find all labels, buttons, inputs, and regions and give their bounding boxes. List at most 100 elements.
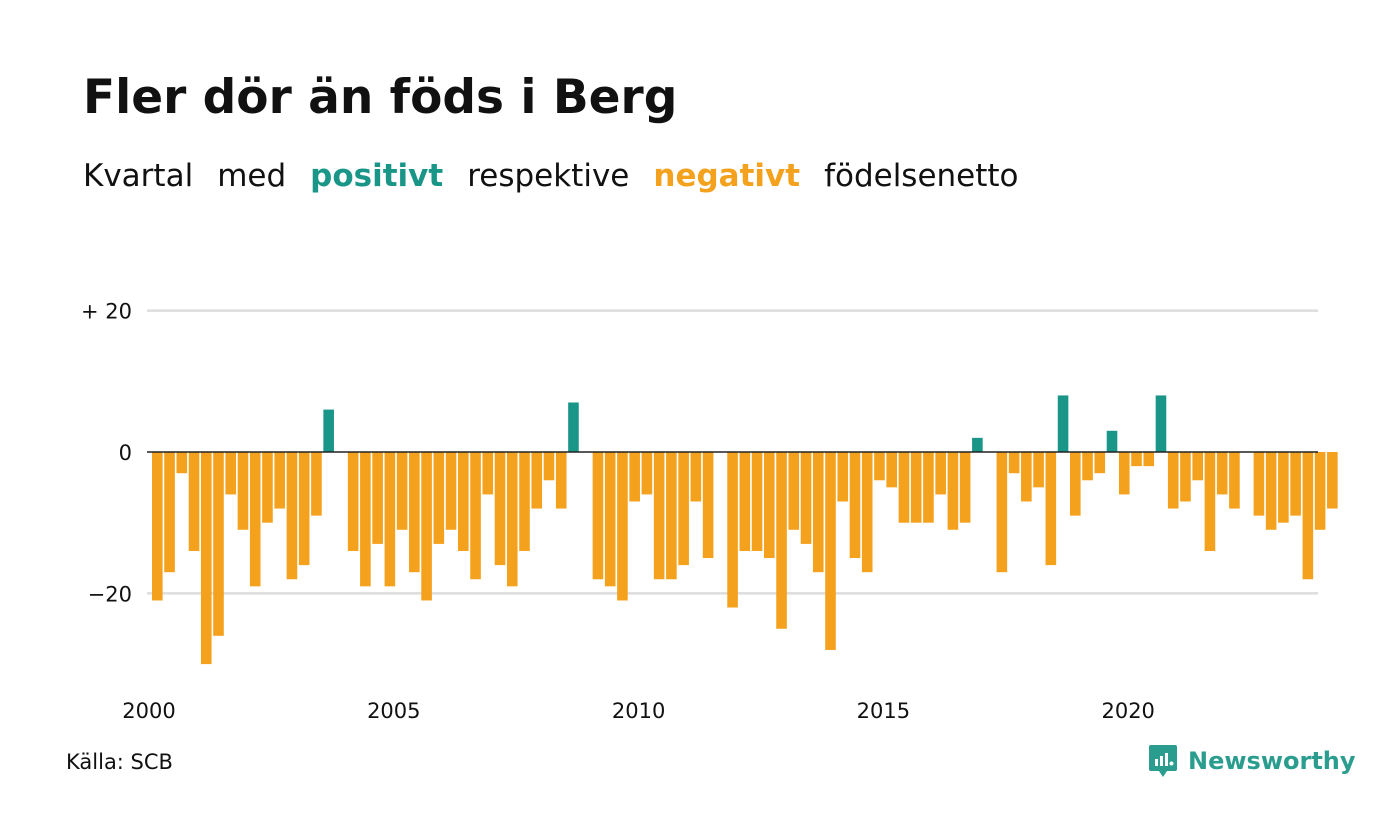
bar-negative — [1008, 452, 1020, 474]
bar-negative — [666, 452, 677, 580]
bar-negative — [592, 452, 604, 580]
bar-negative — [396, 452, 408, 530]
bar-negative — [604, 452, 616, 587]
bar-negative — [1180, 452, 1191, 502]
bar-negative — [690, 452, 702, 502]
bar-negative — [1314, 452, 1326, 530]
bar-negative — [861, 452, 873, 573]
subtitle-word: respektive — [467, 158, 630, 194]
bar-negative — [1327, 452, 1338, 509]
bar-negative — [678, 452, 689, 566]
bar-negative — [1278, 452, 1289, 523]
bar-negative — [1033, 452, 1044, 488]
bar-negative — [1118, 452, 1130, 495]
bar-negative — [360, 452, 371, 587]
bar-negative — [176, 452, 188, 474]
subtitle-positive-label: positivt — [310, 158, 444, 194]
chart-subtitle: Kvartal med positivt respektive negativt föde… — [83, 158, 1043, 194]
bar-negative — [213, 452, 224, 636]
bar-negative — [347, 452, 359, 551]
bar-negative — [702, 452, 714, 559]
bar-positive — [568, 402, 579, 452]
bar-negative — [164, 452, 175, 573]
bar-negative — [739, 452, 751, 551]
bar-negative — [617, 452, 628, 601]
x-tick-label: 2000 — [122, 699, 175, 723]
bar-negative — [519, 452, 530, 551]
bar-negative — [274, 452, 285, 509]
bar-negative — [311, 452, 322, 516]
bar-negative — [1265, 452, 1277, 530]
source-note: Källa: SCB — [66, 750, 173, 774]
bar-negative — [910, 452, 922, 523]
bar-positive — [972, 437, 983, 452]
bar-negative — [262, 452, 273, 523]
x-tick-label: 2015 — [857, 699, 910, 723]
bar-negative — [384, 452, 396, 587]
bar-positive — [323, 409, 334, 452]
bar-negative — [188, 452, 200, 551]
bar-negative — [947, 452, 959, 530]
bar-negative — [225, 452, 237, 495]
bar-negative — [1082, 452, 1093, 481]
bar-negative — [237, 452, 249, 530]
bar-negative — [1045, 452, 1057, 566]
bar-negative — [433, 452, 445, 544]
bar-negative — [421, 452, 432, 601]
x-tick-label: 2010 — [612, 699, 665, 723]
subtitle-word: födelsenetto — [824, 158, 1019, 194]
bar-negative — [935, 452, 946, 495]
bar-negative — [249, 452, 261, 587]
chart-title: Fler dör än föds i Berg — [83, 70, 678, 125]
bar-negative — [1229, 452, 1240, 509]
bar-negative — [458, 452, 469, 551]
bar-negative — [1204, 452, 1216, 551]
bar-negative — [531, 452, 543, 509]
bar-negative — [886, 452, 897, 488]
bar-negative — [482, 452, 494, 495]
bar-negative — [923, 452, 934, 523]
newsworthy-logo-icon — [1149, 745, 1177, 777]
bar-negative — [1216, 452, 1228, 495]
subtitle-word: Kvartal — [83, 158, 194, 194]
bar-negative — [1143, 452, 1155, 467]
bar-negative — [200, 452, 212, 665]
brand-name: Newsworthy — [1188, 747, 1356, 775]
bar-negative — [1094, 452, 1106, 474]
subtitle-word: med — [217, 158, 287, 194]
bar-negative — [874, 452, 885, 481]
bar-negative — [727, 452, 738, 608]
bar-negative — [1167, 452, 1179, 509]
brand-logo[interactable]: Newsworthy — [1148, 744, 1356, 778]
bar-negative — [506, 452, 518, 587]
bar-negative — [494, 452, 506, 566]
bar-negative — [1131, 452, 1142, 467]
bar-negative — [825, 452, 836, 650]
bar-negative — [1290, 452, 1301, 516]
bar-negative — [996, 452, 1008, 573]
bar-negative — [764, 452, 775, 559]
bar-negative — [470, 452, 481, 580]
y-tick-label: 0 — [119, 441, 132, 465]
bar-negative — [800, 452, 812, 544]
y-tick-label: −20 — [88, 582, 132, 606]
bar-negative — [837, 452, 849, 502]
bar-negative — [653, 452, 665, 580]
bar-negative — [1302, 452, 1314, 580]
x-tick-label: 2020 — [1101, 699, 1154, 723]
bar-negative — [286, 452, 298, 580]
bar-negative — [1192, 452, 1203, 481]
bar-negative — [298, 452, 310, 566]
bar-negative — [1021, 452, 1032, 502]
bar-negative — [1070, 452, 1081, 516]
subtitle-negative-label: negativt — [653, 158, 801, 194]
bar-positive — [1106, 430, 1118, 452]
x-tick-label: 2005 — [367, 699, 420, 723]
bar-negative — [959, 452, 971, 523]
y-tick-label: + 20 — [81, 300, 132, 324]
bar-negative — [372, 452, 383, 544]
bar-positive — [1155, 395, 1167, 452]
bar-negative — [445, 452, 457, 530]
bar-negative — [555, 452, 567, 509]
